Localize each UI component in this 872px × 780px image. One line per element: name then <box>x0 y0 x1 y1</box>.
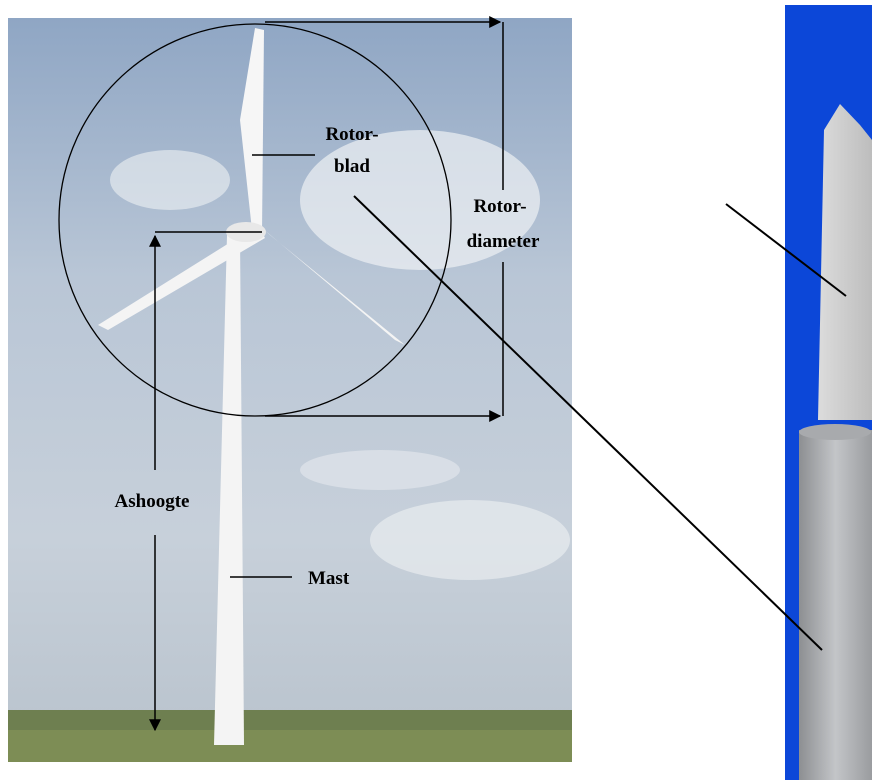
blade <box>240 28 264 232</box>
cloud <box>300 130 540 270</box>
cloud <box>110 150 230 210</box>
leader-line <box>725 203 847 297</box>
label: Mast <box>308 568 350 589</box>
leader-line <box>353 195 823 651</box>
tower <box>214 235 244 745</box>
label: Rotor- <box>325 124 378 145</box>
detail-tower <box>799 430 872 780</box>
detail-tower-top <box>799 424 871 440</box>
cloud <box>370 500 570 580</box>
label: blad <box>334 156 370 177</box>
label: Rotor- <box>473 196 526 217</box>
rotor-circle <box>58 23 452 417</box>
photo-sky <box>8 18 572 762</box>
label: diameter <box>467 231 540 252</box>
detail-blade <box>818 104 872 420</box>
cloud <box>300 450 460 490</box>
blade <box>98 225 265 330</box>
label: Ashoogte <box>115 491 190 512</box>
ground <box>8 730 572 762</box>
